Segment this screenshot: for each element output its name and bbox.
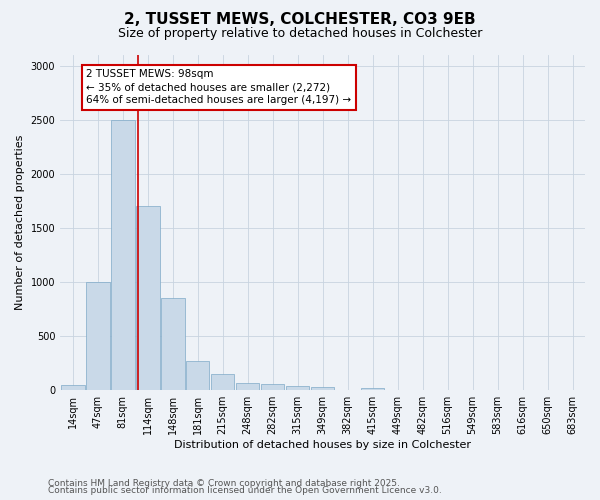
Y-axis label: Number of detached properties: Number of detached properties bbox=[15, 135, 25, 310]
Text: Contains HM Land Registry data © Crown copyright and database right 2025.: Contains HM Land Registry data © Crown c… bbox=[48, 478, 400, 488]
Bar bbox=[236, 382, 259, 390]
Bar bbox=[86, 282, 110, 390]
Bar bbox=[111, 120, 134, 390]
Text: 2, TUSSET MEWS, COLCHESTER, CO3 9EB: 2, TUSSET MEWS, COLCHESTER, CO3 9EB bbox=[124, 12, 476, 28]
Bar bbox=[186, 361, 209, 390]
Bar bbox=[286, 386, 310, 390]
Bar bbox=[136, 206, 160, 390]
Bar bbox=[361, 388, 385, 390]
Text: 2 TUSSET MEWS: 98sqm
← 35% of detached houses are smaller (2,272)
64% of semi-de: 2 TUSSET MEWS: 98sqm ← 35% of detached h… bbox=[86, 69, 352, 106]
X-axis label: Distribution of detached houses by size in Colchester: Distribution of detached houses by size … bbox=[174, 440, 471, 450]
Bar bbox=[61, 385, 85, 390]
Text: Size of property relative to detached houses in Colchester: Size of property relative to detached ho… bbox=[118, 28, 482, 40]
Bar bbox=[261, 384, 284, 390]
Bar bbox=[311, 387, 334, 390]
Bar bbox=[161, 298, 185, 390]
Text: Contains public sector information licensed under the Open Government Licence v3: Contains public sector information licen… bbox=[48, 486, 442, 495]
Bar bbox=[211, 374, 235, 390]
